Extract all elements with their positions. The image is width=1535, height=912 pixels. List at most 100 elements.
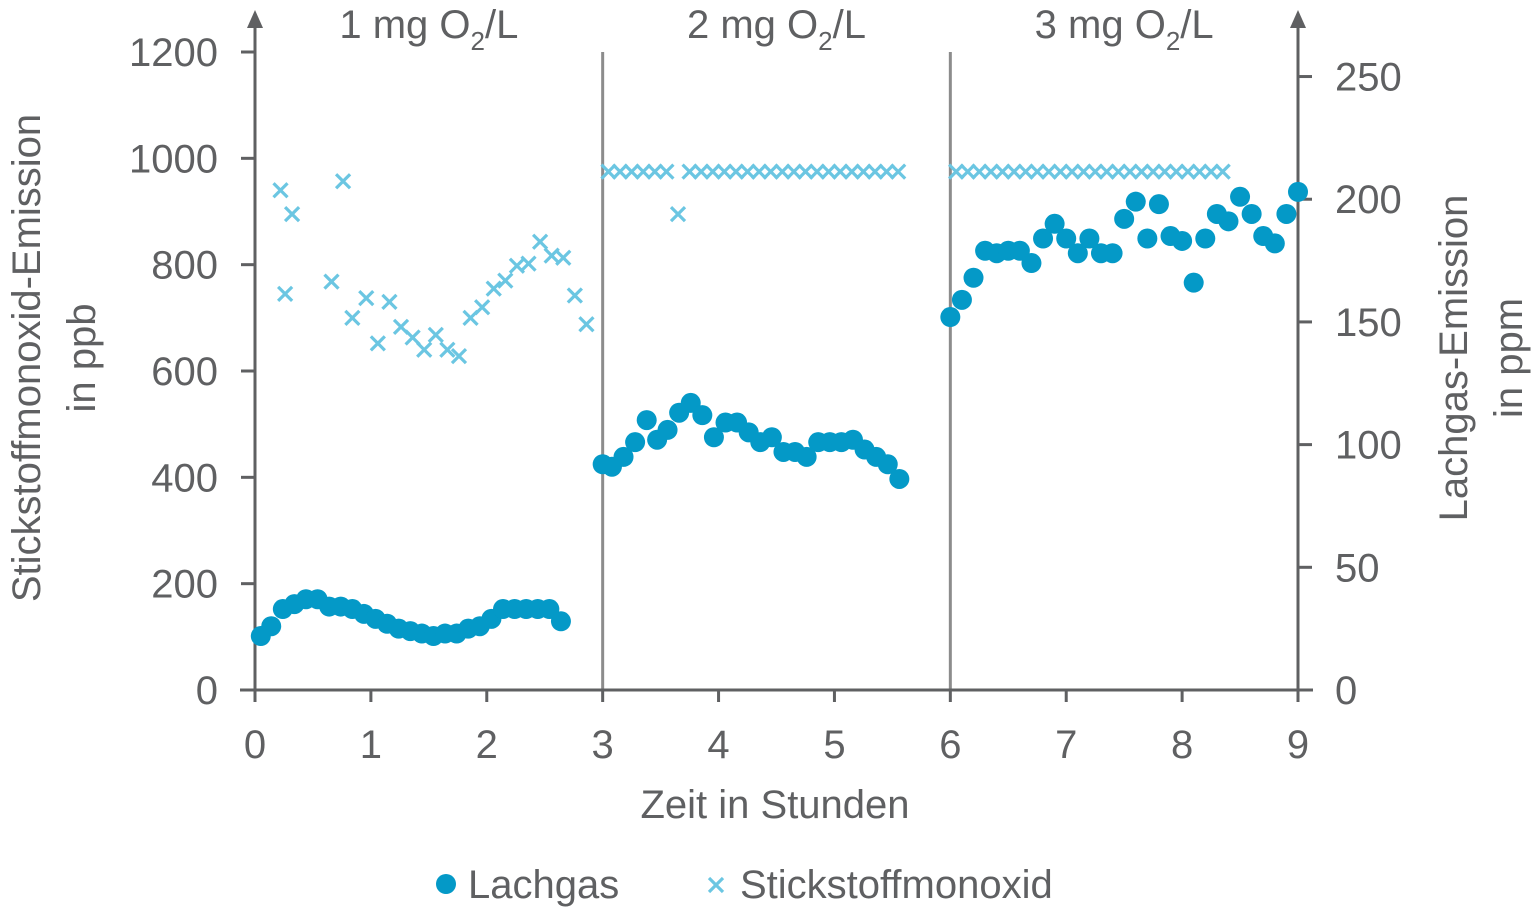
no-point [555,249,572,266]
legend-label-stickstoffmonoxid: Stickstoffmonoxid [740,863,1053,907]
y-left-tick-label: 0 [196,669,218,713]
no-point [344,309,361,326]
lachgas-point [550,611,571,632]
no-point [283,206,301,223]
no-point [323,273,340,290]
no-point [531,233,549,250]
lachgas-point [963,267,984,288]
phase-label-2: 2 mg O2/L [687,3,866,56]
phase-label-3: 3 mg O2/L [1035,3,1214,56]
no-point [566,287,583,304]
no-point [404,329,421,346]
y-right-tick-label: 250 [1335,56,1402,100]
no-point [439,341,456,358]
series-stickstoffmonoxid [272,163,1231,365]
y-left-tick-label: 200 [151,563,218,607]
y-right-axis-title-line2: in ppm [1487,298,1531,418]
lachgas-point [1241,203,1262,224]
legend-marker-lachgas [436,874,456,894]
no-point [1214,163,1231,180]
no-point [658,163,675,180]
lachgas-point [625,432,646,453]
no-point [272,182,289,199]
axes [240,10,1313,702]
x-tick-label: 7 [1055,723,1077,767]
x-tick-label: 2 [476,723,498,767]
lachgas-point [940,307,961,328]
lachgas-point [1183,272,1204,293]
legend-marker-stickstoffmonoxid [707,876,725,894]
phase-label-1: 1 mg O2/L [339,3,518,56]
no-point [276,285,294,303]
y-right-axis-arrow [1290,10,1306,28]
lachgas-point [692,405,713,426]
y-left-axis-arrow [247,10,263,28]
y-left-axis-title-line1: Stickstoffmonoxid-Emission [5,114,49,602]
lachgas-point [951,289,972,310]
legend: Lachgas Stickstoffmonoxid [436,863,1053,907]
lachgas-point [1044,213,1065,234]
phase-dividers [601,52,952,690]
lachgas-point [636,410,657,431]
lachgas-point [796,446,817,467]
no-point [416,341,433,358]
tick-labels: 0 1 2 3 4 5 6 7 8 9020040060080010001200050100150… [129,31,1402,767]
lachgas-point [1021,253,1042,274]
no-point [578,316,595,333]
x-tick-label: 0 [244,723,266,767]
lachgas-point [1102,243,1123,264]
y-left-tick-label: 800 [151,244,218,288]
lachgas-point [889,468,910,489]
no-point [485,280,502,297]
lachgas-point [1218,211,1239,232]
no-point [497,272,514,289]
lachgas-point [1264,233,1285,254]
no-point [427,326,444,343]
no-point [669,206,687,223]
lachgas-point [703,427,724,448]
lachgas-point [1056,228,1077,249]
y-right-tick-label: 0 [1335,669,1357,713]
phase-labels: 1 mg O2/L 2 mg O2/L 3 mg O2/L [339,3,1213,56]
no-point [369,335,386,352]
x-axis-title: Zeit in Stunden [640,783,909,827]
lachgas-point [1288,181,1308,202]
no-point [474,299,491,316]
lachgas-point [1114,208,1135,229]
x-tick-label: 1 [360,723,382,767]
lachgas-point [657,419,678,440]
no-point [450,347,468,365]
lachgas-point [1230,186,1251,207]
lachgas-point [1033,228,1054,249]
lachgas-point [1172,230,1193,251]
lachgas-point [613,446,634,467]
lachgas-point [1067,243,1088,264]
x-tick-label: 6 [939,723,961,767]
legend-x-glyph [707,876,725,894]
no-point [358,290,375,307]
series-lachgas [250,181,1308,647]
y-left-tick-label: 1200 [129,31,218,75]
lachgas-point [1195,228,1216,249]
no-point [381,293,398,311]
no-point [334,173,352,190]
lachgas-point [1079,228,1100,249]
lachgas-point [261,616,282,637]
y-left-tick-label: 600 [151,350,218,394]
x-tick-label: 8 [1171,723,1193,767]
x-tick-label: 3 [592,723,614,767]
x-tick-label: 9 [1287,723,1309,767]
axis-titles: Zeit in Stunden Stickstoffmonoxid-Emissi… [5,114,1531,827]
y-right-tick-label: 200 [1335,178,1402,222]
lachgas-point [1137,228,1158,249]
lachgas-point [1276,203,1297,224]
x-tick-label: 5 [823,723,845,767]
y-right-tick-label: 50 [1335,546,1380,590]
y-right-axis-title-line1: Lachgas-Emission [1432,195,1476,522]
y-left-tick-label: 1000 [129,137,218,181]
no-point [520,255,537,272]
y-left-tick-label: 400 [151,456,218,500]
lachgas-point [761,427,782,448]
legend-label-lachgas: Lachgas [468,863,619,907]
